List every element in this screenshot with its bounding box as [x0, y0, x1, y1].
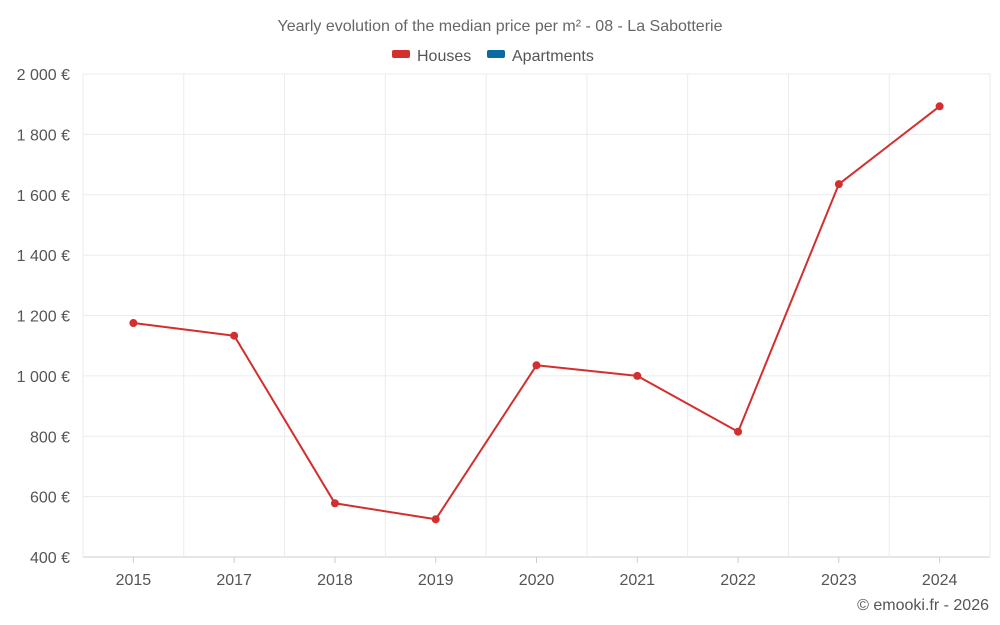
gridlines [82, 73, 991, 558]
x-tick-label: 2023 [821, 572, 857, 589]
y-tick-label: 1 000 € [17, 369, 70, 386]
y-tick-label: 1 800 € [17, 127, 70, 144]
y-tick-label: 800 € [30, 429, 70, 446]
credit-text: © emooki.fr - 2026 [857, 597, 989, 614]
x-tick-label: 2015 [116, 572, 152, 589]
series-houses [129, 102, 944, 524]
y-tick-label: 1 200 € [17, 309, 70, 326]
legend-swatch-apartments [487, 50, 505, 58]
x-tick-label: 2024 [922, 572, 958, 589]
x-tick-label: 2018 [317, 572, 353, 589]
data-point[interactable] [330, 499, 339, 508]
x-tick-label: 2019 [418, 572, 454, 589]
data-point[interactable] [129, 319, 138, 328]
y-tick-label: 1 600 € [17, 188, 70, 205]
y-tick-label: 400 € [30, 550, 70, 567]
y-tick-label: 1 400 € [17, 248, 70, 265]
y-tick-label: 600 € [30, 490, 70, 507]
data-point[interactable] [734, 427, 743, 436]
data-point[interactable] [834, 180, 843, 189]
series-line-houses [133, 105, 941, 521]
x-tick-label: 2022 [720, 572, 756, 589]
x-tick-label: 2017 [216, 572, 252, 589]
x-tick-label: 2020 [519, 572, 555, 589]
data-point[interactable] [431, 515, 440, 524]
chart-title: Yearly evolution of the median price per… [278, 18, 723, 35]
y-tick-label: 2 000 € [17, 67, 70, 84]
data-point[interactable] [935, 102, 944, 111]
legend: Houses Apartments [392, 48, 594, 65]
legend-label-houses: Houses [417, 48, 471, 65]
x-axis-ticks: 2015 2017 2018 2019 2020 2021 2022 2023 2024 [116, 557, 958, 589]
y-axis-ticks: 400 € 600 € 800 € 1 000 € 1 200 € 1 400 € 1 60… [17, 67, 70, 567]
x-tick-label: 2021 [619, 572, 655, 589]
data-point[interactable] [532, 361, 541, 370]
legend-item-houses[interactable]: Houses [392, 48, 471, 65]
data-point[interactable] [633, 371, 642, 380]
legend-item-apartments[interactable]: Apartments [487, 48, 594, 65]
data-point[interactable] [230, 331, 239, 340]
legend-label-apartments: Apartments [512, 48, 594, 65]
legend-swatch-houses [392, 50, 410, 58]
